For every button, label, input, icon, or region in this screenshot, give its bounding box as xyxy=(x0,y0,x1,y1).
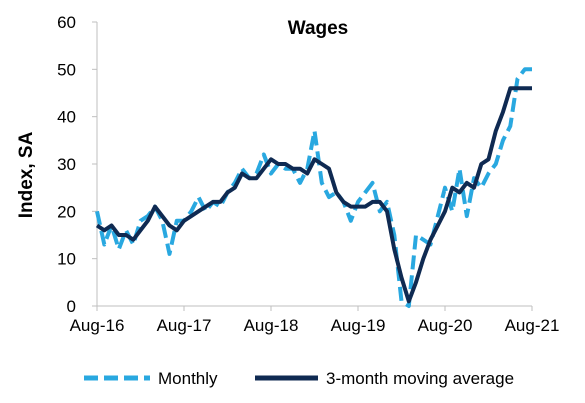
x-tick-label: Aug-18 xyxy=(244,316,299,335)
legend-label-moving-average: 3-month moving average xyxy=(326,369,514,388)
series-line-moving-average xyxy=(95,86,532,304)
y-tick-label: 30 xyxy=(57,155,76,174)
x-tick-label: Aug-20 xyxy=(418,316,473,335)
series-line-monthly xyxy=(95,67,532,308)
y-tick-label: 0 xyxy=(67,297,76,316)
y-tick-label: 50 xyxy=(57,60,76,79)
y-tick-label: 60 xyxy=(57,13,76,32)
y-axis-label: Index, SA xyxy=(16,131,37,218)
chart-title: Wages xyxy=(288,18,349,39)
x-tick-label: Aug-16 xyxy=(70,316,125,335)
y-axis-ticks: 0 10 20 30 40 50 60 xyxy=(57,13,97,316)
y-tick-label: 40 xyxy=(57,108,76,127)
series-group xyxy=(95,67,532,308)
x-tick-label: Aug-17 xyxy=(157,316,212,335)
y-tick-label: 10 xyxy=(57,250,76,269)
y-tick-label: 20 xyxy=(57,202,76,221)
x-tick-label: Aug-21 xyxy=(505,316,560,335)
x-axis-ticks: Aug-16 Aug-17 Aug-18 Aug-19 Aug-20 Aug-21 xyxy=(70,306,560,335)
legend: Monthly 3-month moving average xyxy=(84,369,514,388)
x-tick-label: Aug-19 xyxy=(331,316,386,335)
legend-label-monthly: Monthly xyxy=(158,369,218,388)
